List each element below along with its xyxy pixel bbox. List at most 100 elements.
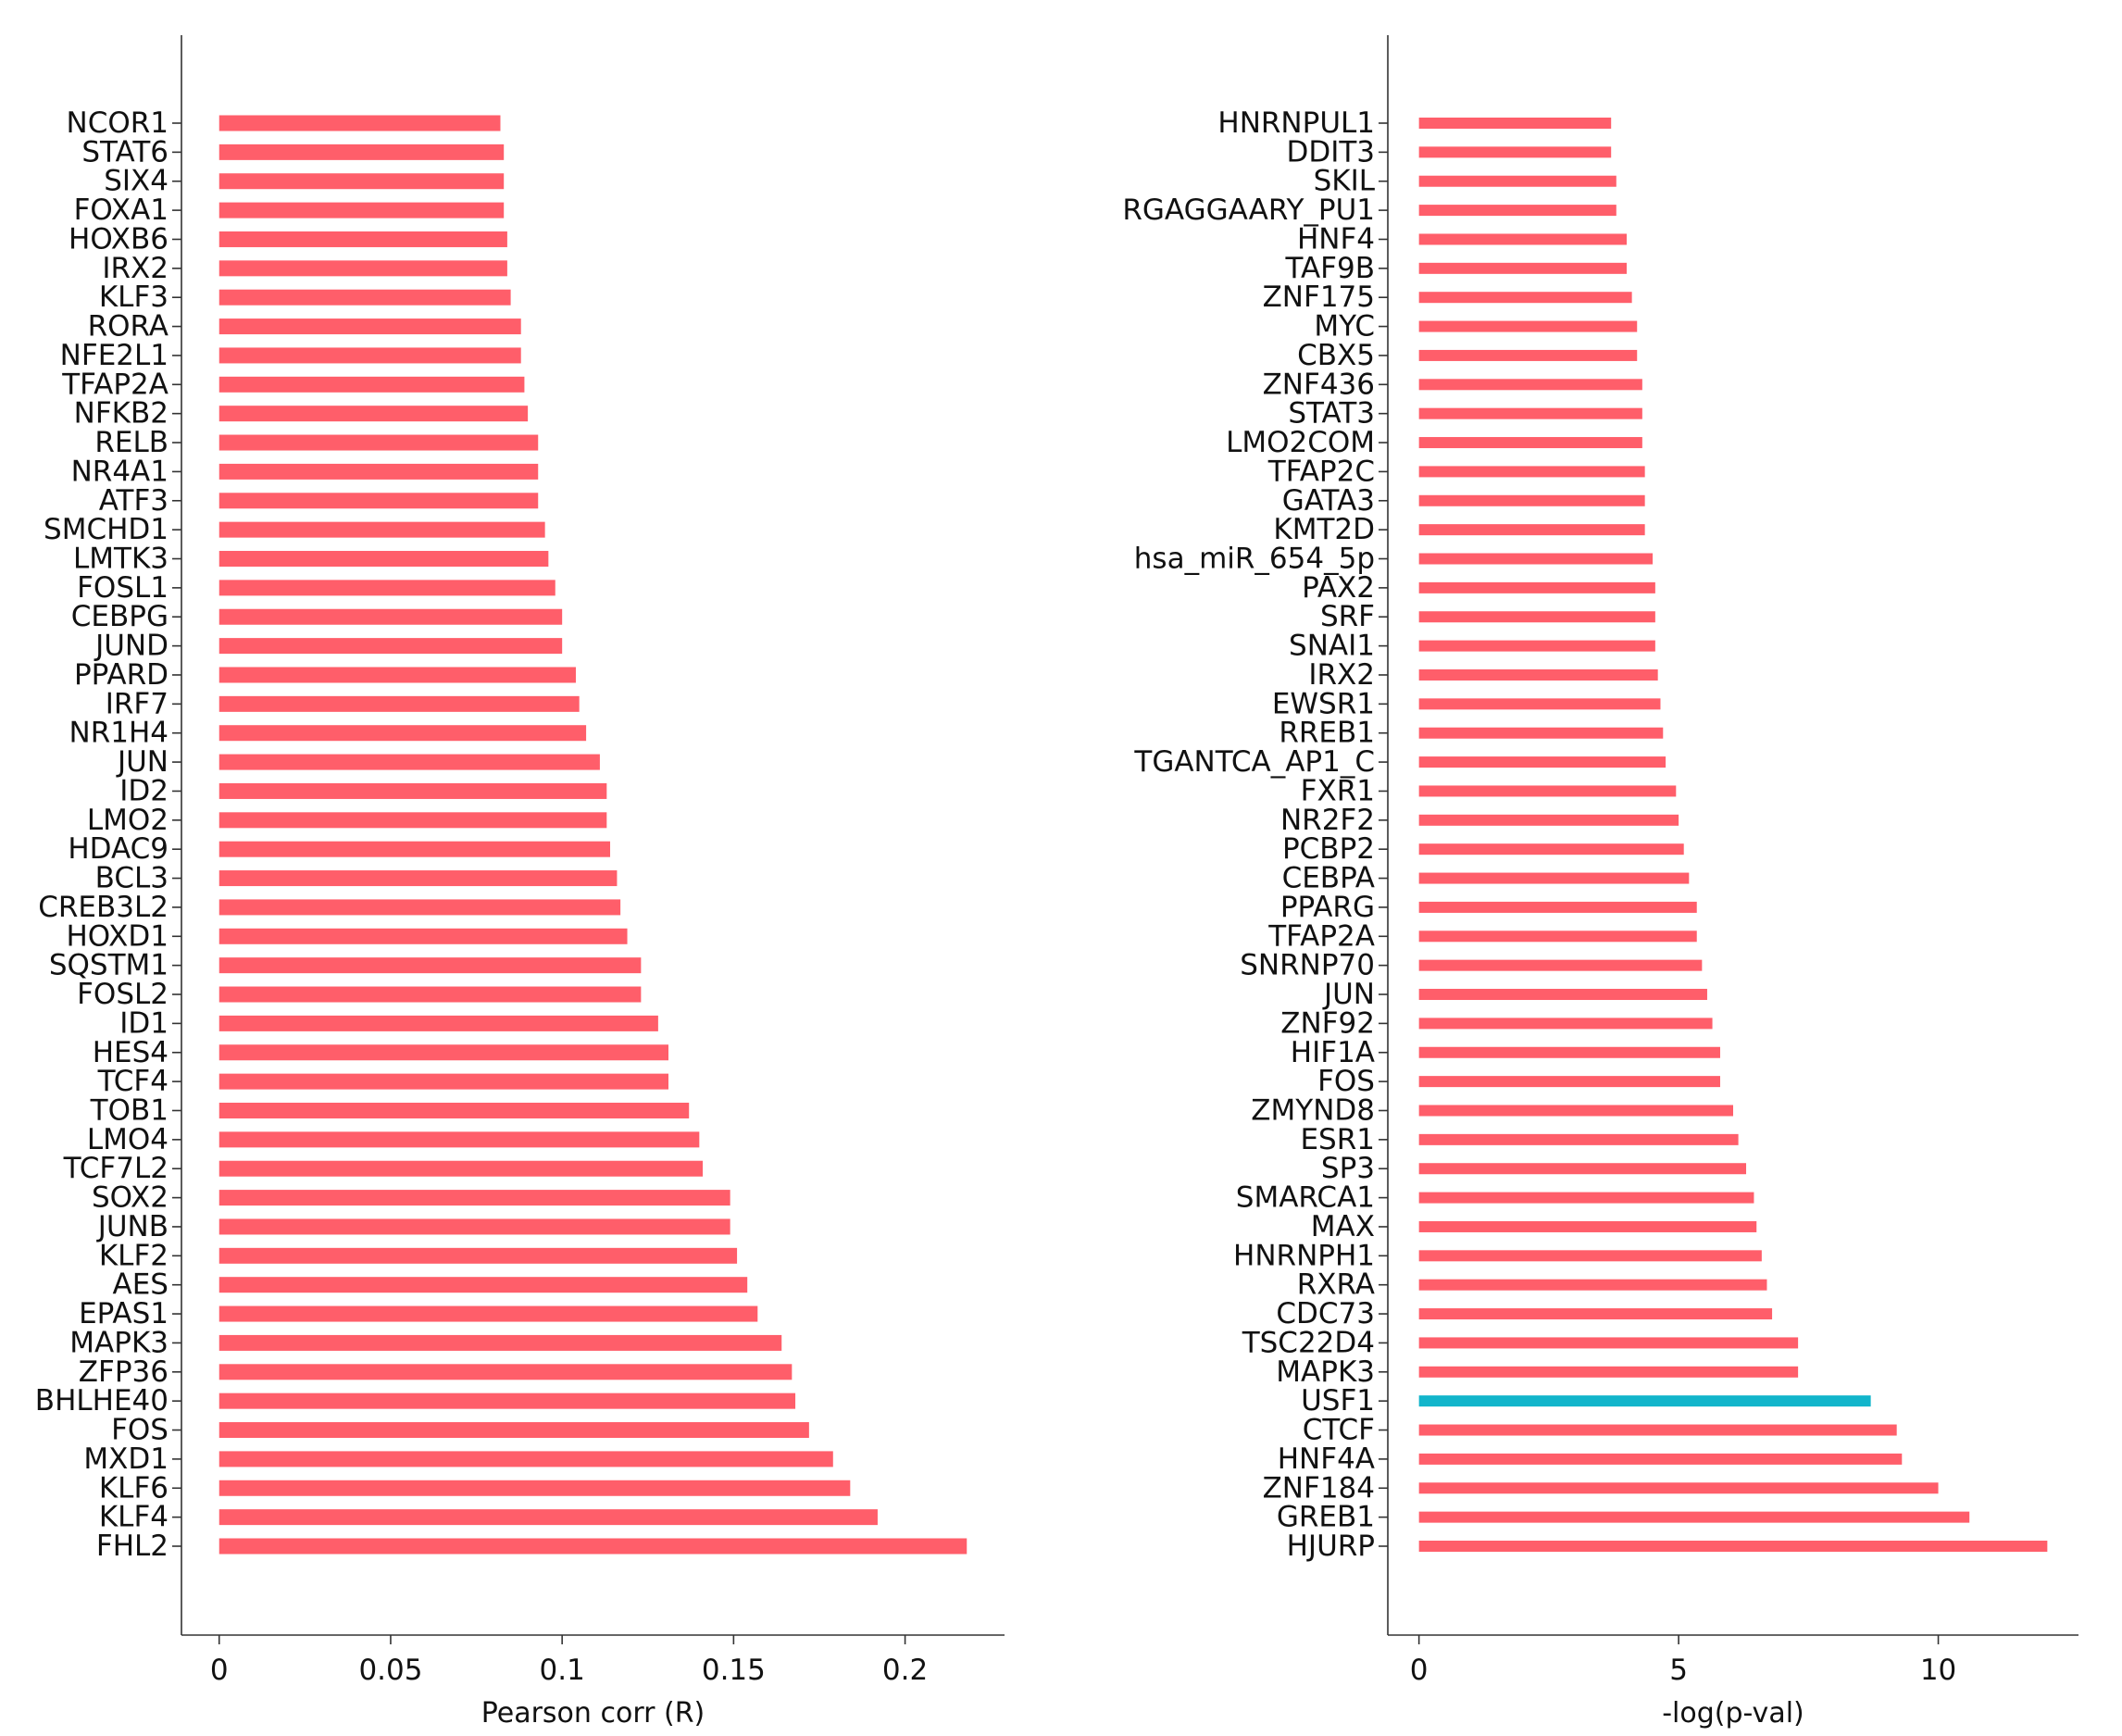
pvalue-bar-SMARCA1 <box>1418 1192 1754 1204</box>
pearson-category-label: HDAC9 <box>68 832 169 866</box>
pvalue-bar-CEBPA <box>1418 872 1690 884</box>
pvalue-category-label: HIF1A <box>1291 1036 1375 1069</box>
pearson-bar-FOSL2 <box>218 986 642 1003</box>
pearson-category-label: KLF3 <box>99 281 169 314</box>
pvalue-bar-MAX <box>1418 1220 1757 1232</box>
pvalue-bar-KMT2D <box>1418 524 1645 536</box>
pearson-bar-CEBPG <box>218 608 563 625</box>
pvalue-bar-IRX2 <box>1418 668 1658 681</box>
pearson-category-label: STAT6 <box>81 135 169 169</box>
pvalue-bar-TGANTCA_AP1_C <box>1418 756 1666 768</box>
pvalue-category-label: ZNF92 <box>1280 1006 1375 1040</box>
pearson-category-label: JUN <box>116 745 169 779</box>
pearson-bar-SOX2 <box>218 1190 730 1206</box>
pvalue-bar-HNRNPUL1 <box>1418 118 1612 129</box>
pearson-bar-IRF7 <box>218 695 580 712</box>
pearson-category-label: JUNB <box>96 1210 169 1243</box>
pvalue-category-label: PAX2 <box>1302 571 1375 605</box>
pvalue-category-label: FOS <box>1317 1065 1375 1098</box>
pearson-category-label: AES <box>113 1268 169 1302</box>
pvalue-category-label: GREB1 <box>1277 1501 1375 1534</box>
pvalue-category-label: HJURP <box>1287 1530 1375 1563</box>
pearson-bar-TCF7L2 <box>218 1160 704 1177</box>
pearson-bar-JUN <box>218 754 600 770</box>
pvalue-category-label: SP3 <box>1321 1152 1375 1185</box>
pvalue-bar-MAPK3 <box>1418 1366 1799 1378</box>
pearson-bar-TCF4 <box>218 1073 668 1090</box>
pearson-category-label: HOXD1 <box>66 919 169 953</box>
pearson-x-tick-label: 0 <box>210 1654 229 1687</box>
pvalue-category-label: HNRNPH1 <box>1233 1239 1375 1272</box>
pvalue-bar-CBX5 <box>1418 349 1638 361</box>
pearson-x-tick-label: 0.1 <box>540 1654 585 1687</box>
pvalue-category-label: ZNF184 <box>1263 1471 1375 1505</box>
pvalue-category-label: HNF4 <box>1297 222 1375 256</box>
pvalue-panel: HNRNPUL1DDIT3SKILRGAGGAARY_PU1HNF4TAF9BZ… <box>1122 35 2078 1730</box>
pearson-category-label: NR1H4 <box>69 717 169 750</box>
pearson-bar-CREB3L2 <box>218 899 621 916</box>
pearson-bar-SIX4 <box>218 173 505 190</box>
pearson-bar-LMTK3 <box>218 551 549 568</box>
pearson-bar-ID1 <box>218 1015 658 1031</box>
pearson-category-label: BHLHE40 <box>35 1384 169 1418</box>
pvalue-bar-ZNF92 <box>1418 1018 1713 1030</box>
pvalue-bar-RREB1 <box>1418 727 1664 739</box>
pvalue-bar-STAT3 <box>1418 407 1642 419</box>
pearson-category-label: PPARD <box>74 658 169 692</box>
pearson-bar-ZFP36 <box>218 1364 793 1380</box>
pvalue-bar-hsa_miR_654_5p <box>1418 553 1654 565</box>
pvalue-bar-SP3 <box>1418 1163 1747 1175</box>
pvalue-bar-USF1 <box>1418 1395 1871 1407</box>
pearson-category-label: SIX4 <box>104 165 169 198</box>
pvalue-bar-HNRNPH1 <box>1418 1250 1762 1262</box>
pvalue-bar-PCBP2 <box>1418 843 1684 856</box>
pvalue-bar-TSC22D4 <box>1418 1337 1799 1349</box>
pvalue-category-label: MAPK3 <box>1276 1355 1375 1389</box>
pvalue-category-label: SNRNP70 <box>1240 949 1375 982</box>
pvalue-bar-CTCF <box>1418 1424 1897 1436</box>
pvalue-x-tick-label: 0 <box>1410 1654 1429 1687</box>
pvalue-bar-FXR1 <box>1418 785 1677 797</box>
pvalue-bar-GREB1 <box>1418 1511 1970 1523</box>
pvalue-bar-SKIL <box>1418 175 1616 187</box>
pearson-category-label: RORA <box>88 310 169 343</box>
pvalue-category-label: ZNF436 <box>1263 368 1375 401</box>
pvalue-bar-JUN <box>1418 989 1707 1001</box>
pearson-x-axis-title: Pearson corr (R) <box>481 1697 705 1730</box>
pearson-bar-SQSTM1 <box>218 957 642 974</box>
pearson-category-label: LMO4 <box>87 1123 169 1156</box>
pvalue-category-label: SRF <box>1320 600 1375 633</box>
pearson-category-label: FOSL1 <box>77 571 169 605</box>
pearson-category-label: NFE2L1 <box>60 339 169 372</box>
pvalue-bar-ZNF175 <box>1418 292 1632 304</box>
pvalue-category-label: TAF9B <box>1284 252 1375 285</box>
pearson-bar-ATF3 <box>218 493 539 509</box>
pvalue-category-label: NR2F2 <box>1280 804 1375 837</box>
pvalue-bar-HNF4A <box>1418 1453 1903 1465</box>
pearson-bar-BHLHE40 <box>218 1393 796 1409</box>
pearson-bar-EPAS1 <box>218 1305 758 1322</box>
pvalue-bar-HJURP <box>1418 1541 2048 1552</box>
pearson-category-label: EPAS1 <box>79 1297 169 1330</box>
pvalue-category-label: ZMYND8 <box>1251 1093 1375 1127</box>
pearson-bar-TOB1 <box>218 1102 690 1118</box>
pearson-bar-NR1H4 <box>218 725 587 742</box>
pvalue-x-axis-title: -log(p-val) <box>1662 1697 1804 1730</box>
pearson-bar-LMO4 <box>218 1131 700 1148</box>
pvalue-bar-EWSR1 <box>1418 698 1661 710</box>
pvalue-category-label: RGAGGAARY_PU1 <box>1122 194 1375 227</box>
pearson-category-label: TFAP2A <box>61 368 169 401</box>
pearson-bar-LMO2 <box>218 812 607 829</box>
pearson-bar-MXD1 <box>218 1451 833 1467</box>
pearson-bar-KLF6 <box>218 1480 851 1496</box>
pvalue-category-label: RREB1 <box>1279 717 1375 750</box>
pearson-bar-FOSL1 <box>218 580 555 596</box>
pvalue-category-label: CEBPA <box>1282 862 1375 895</box>
pearson-category-label: TOB1 <box>90 1093 169 1127</box>
pvalue-bar-GATA3 <box>1418 494 1645 506</box>
pearson-bar-AES <box>218 1277 748 1293</box>
pvalue-bar-ZNF184 <box>1418 1482 1939 1494</box>
pvalue-category-label: SKIL <box>1314 165 1376 198</box>
pearson-category-label: FOXA1 <box>74 194 169 227</box>
pearson-bar-STAT6 <box>218 144 505 160</box>
